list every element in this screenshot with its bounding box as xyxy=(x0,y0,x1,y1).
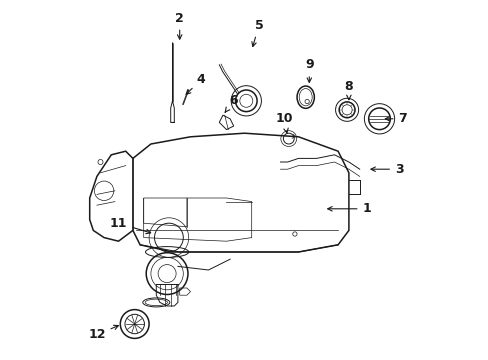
Text: 1: 1 xyxy=(327,202,370,215)
Text: 12: 12 xyxy=(88,325,118,341)
Text: 10: 10 xyxy=(275,112,292,133)
Text: 8: 8 xyxy=(344,80,352,100)
Text: 2: 2 xyxy=(175,12,183,39)
Text: 3: 3 xyxy=(370,163,403,176)
Text: 6: 6 xyxy=(224,94,238,112)
Polygon shape xyxy=(89,151,133,241)
Polygon shape xyxy=(133,133,348,252)
Text: 5: 5 xyxy=(251,19,263,46)
Text: 11: 11 xyxy=(109,217,150,234)
Text: 4: 4 xyxy=(186,73,205,94)
Text: 7: 7 xyxy=(385,112,407,125)
Text: 9: 9 xyxy=(305,58,313,82)
Polygon shape xyxy=(219,115,233,130)
